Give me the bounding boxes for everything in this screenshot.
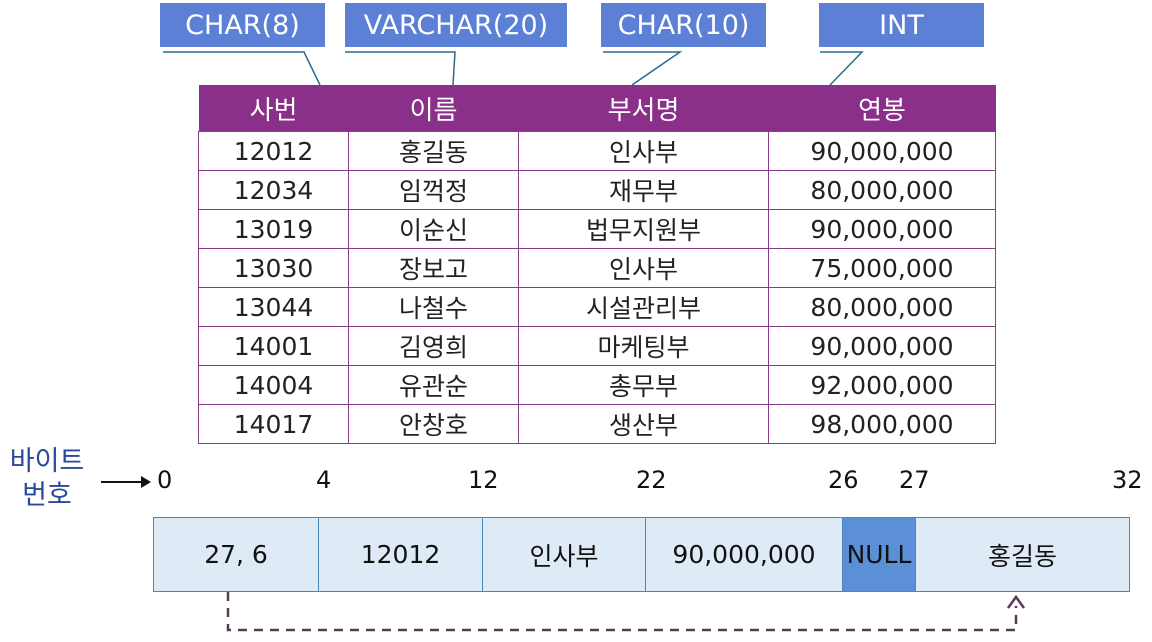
cell-emp-no: 13030	[198, 248, 349, 288]
cell-salary: 90,000,000	[768, 209, 996, 249]
byte-label-line1: 바이트	[9, 446, 85, 477]
table-row: 13044 나철수 시설관리부 80,000,000	[198, 287, 996, 327]
table-row: 12012 홍길동 인사부 90,000,000	[198, 131, 996, 171]
cell-dept: 총무부	[518, 365, 769, 405]
cell-salary: 90,000,000	[768, 131, 996, 171]
table-row: 14017 안창호 생산부 98,000,000	[198, 404, 996, 444]
table-row: 12034 임꺽정 재무부 80,000,000	[198, 170, 996, 210]
record-cell-offset-length: 27, 6	[154, 518, 319, 591]
connector-char8	[163, 51, 321, 86]
cell-dept: 인사부	[518, 131, 769, 171]
table-row: 13030 장보고 인사부 75,000,000	[198, 248, 996, 288]
cell-dept: 법무지원부	[518, 209, 769, 249]
type-tag-char10: CHAR(10)	[601, 3, 766, 47]
connector-int	[820, 51, 864, 86]
cell-dept: 재무부	[518, 170, 769, 210]
byte-offset-27: 27	[899, 466, 930, 494]
cell-emp-no: 13019	[198, 209, 349, 249]
cell-emp-no: 12012	[198, 131, 349, 171]
record-cell-dept: 인사부	[483, 518, 646, 591]
byte-offset-22: 22	[636, 466, 667, 494]
type-tag-varchar20: VARCHAR(20)	[345, 3, 567, 47]
cell-name: 이순신	[348, 209, 519, 249]
cell-salary: 92,000,000	[768, 365, 996, 405]
pointer-dashed-line	[226, 592, 1018, 632]
cell-emp-no: 14017	[198, 404, 349, 444]
table-row: 14001 김영희 마케팅부 90,000,000	[198, 326, 996, 366]
connector-char10	[603, 51, 683, 86]
table-row: 14004 유관순 총무부 92,000,000	[198, 365, 996, 405]
cell-dept: 마케팅부	[518, 326, 769, 366]
cell-emp-no: 14004	[198, 365, 349, 405]
record-cell-emp-no: 12012	[319, 518, 483, 591]
tag-connector-lines	[163, 51, 864, 86]
record-layout: 27, 6 12012 인사부 90,000,000 NULL 홍길동	[153, 517, 1130, 592]
header-salary: 연봉	[768, 85, 996, 132]
cell-emp-no: 12034	[198, 170, 349, 210]
cell-name: 홍길동	[348, 131, 519, 171]
cell-salary: 75,000,000	[768, 248, 996, 288]
header-emp-no: 사번	[198, 85, 349, 132]
cell-name: 임꺽정	[348, 170, 519, 210]
cell-salary: 80,000,000	[768, 170, 996, 210]
pointer-arrowhead-icon	[1006, 594, 1026, 609]
arrow-right-icon	[101, 476, 151, 488]
byte-label-line2: 번호	[22, 480, 72, 511]
byte-offset-4: 4	[316, 466, 332, 494]
record-cell-salary: 90,000,000	[646, 518, 843, 591]
cell-salary: 90,000,000	[768, 326, 996, 366]
cell-emp-no: 14001	[198, 326, 349, 366]
record-cell-name: 홍길동	[916, 518, 1129, 591]
cell-dept: 시설관리부	[518, 287, 769, 327]
cell-name: 유관순	[348, 365, 519, 405]
table-header-row: 사번 이름 부서명 연봉	[198, 85, 996, 132]
cell-name: 장보고	[348, 248, 519, 288]
connector-varchar20	[345, 51, 456, 86]
byte-number-label: 바이트 번호	[4, 445, 90, 513]
cell-name: 안창호	[348, 404, 519, 444]
byte-offset-12: 12	[468, 466, 499, 494]
header-dept: 부서명	[518, 85, 769, 132]
byte-offset-32: 32	[1112, 466, 1143, 494]
type-tag-char8: CHAR(8)	[160, 3, 325, 47]
cell-name: 김영희	[348, 326, 519, 366]
record-cell-null-bitmap: NULL	[843, 518, 916, 591]
cell-emp-no: 13044	[198, 287, 349, 327]
type-tag-int: INT	[819, 3, 984, 47]
byte-offset-26: 26	[828, 466, 859, 494]
cell-dept: 인사부	[518, 248, 769, 288]
header-name: 이름	[348, 85, 519, 132]
cell-salary: 80,000,000	[768, 287, 996, 327]
byte-offset-0: 0	[157, 466, 173, 494]
cell-salary: 98,000,000	[768, 404, 996, 444]
table-row: 13019 이순신 법무지원부 90,000,000	[198, 209, 996, 249]
employee-table: 사번 이름 부서명 연봉 12012 홍길동 인사부 90,000,000 12…	[198, 85, 996, 444]
cell-dept: 생산부	[518, 404, 769, 444]
cell-name: 나철수	[348, 287, 519, 327]
